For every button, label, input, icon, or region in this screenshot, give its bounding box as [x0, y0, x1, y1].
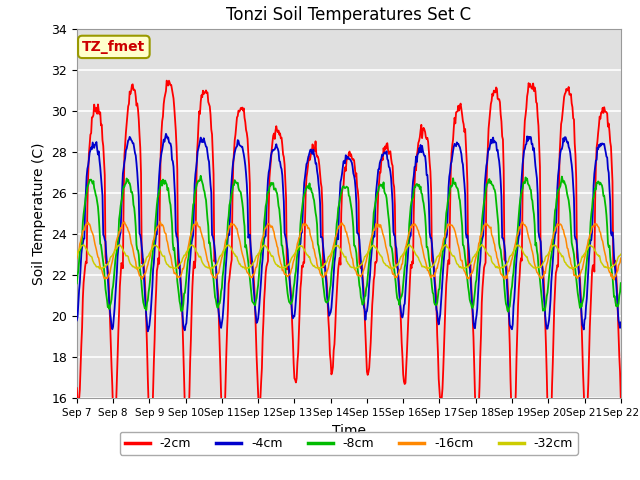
Title: Tonzi Soil Temperatures Set C: Tonzi Soil Temperatures Set C — [226, 6, 472, 24]
Text: TZ_fmet: TZ_fmet — [82, 40, 145, 54]
X-axis label: Time: Time — [332, 424, 366, 438]
Legend: -2cm, -4cm, -8cm, -16cm, -32cm: -2cm, -4cm, -8cm, -16cm, -32cm — [120, 432, 578, 455]
Y-axis label: Soil Temperature (C): Soil Temperature (C) — [31, 143, 45, 285]
